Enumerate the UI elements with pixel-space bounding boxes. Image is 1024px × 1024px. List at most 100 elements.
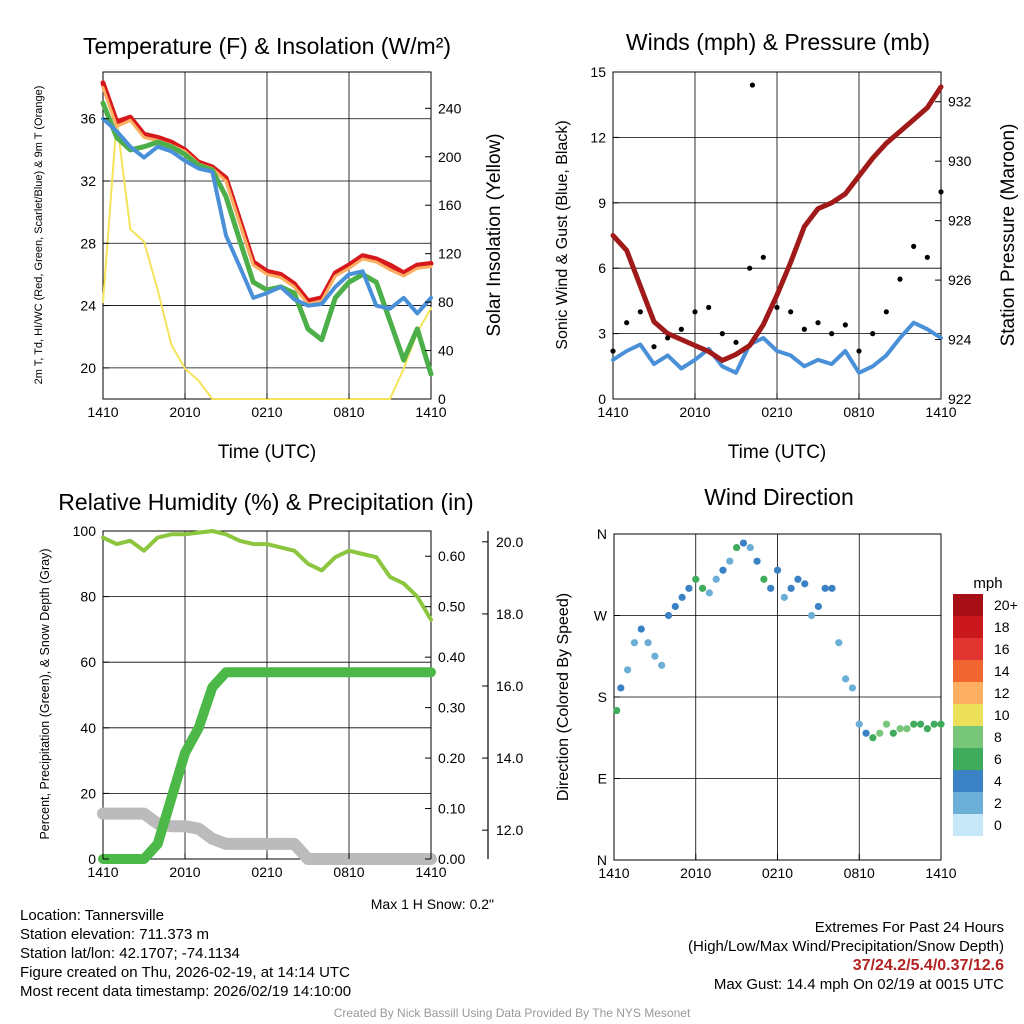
direction-point	[780, 593, 788, 601]
credit-text: Created By Nick Bassill Using Data Provi…	[333, 1006, 691, 1020]
gust-point	[856, 348, 862, 354]
temperature-y-tick-label: 28	[80, 235, 96, 251]
latlon-text: Station lat/lon: 42.1707; -74.1134	[20, 945, 240, 962]
2m-t-line	[100, 80, 434, 304]
humidity-x-tick-label: 1410	[415, 864, 446, 880]
legend-label: 10	[994, 707, 1010, 723]
humidity-y-axis-label: Percent, Precipitation (Green), & Snow D…	[38, 548, 52, 839]
precipitation-right-tick-label: 0.50	[438, 599, 465, 615]
gust-point	[870, 331, 876, 337]
precipitation-line	[98, 667, 436, 864]
legend-swatch	[953, 616, 983, 638]
direction-point	[719, 566, 727, 574]
legend-label: 18	[994, 619, 1010, 635]
direction-point	[671, 602, 679, 611]
humidity-series	[97, 529, 437, 865]
gust-point	[897, 276, 903, 282]
humidity-x-tick-label: 0810	[333, 864, 364, 880]
gust-point	[801, 326, 807, 332]
direction-point	[767, 584, 775, 592]
legend-swatch	[953, 770, 983, 792]
direction-point	[828, 584, 836, 592]
winds-y-tick-label: 9	[598, 195, 606, 211]
snow-depth-tick-label: 14.0	[496, 750, 523, 766]
direction-point	[801, 580, 809, 588]
direction-point	[930, 720, 938, 728]
insolation-y-axis-label: Solar Insolation (Yellow)	[484, 133, 505, 336]
temperature-y-axis-label: 2m T, Td, HI/WC (Red, Green, Scarlet/Blu…	[33, 86, 45, 385]
direction-point	[712, 575, 720, 583]
direction-point	[664, 611, 673, 620]
legend-label: 0	[994, 817, 1002, 833]
extremes-values: 37/24.2/5.4/0.37/12.6	[852, 957, 1004, 974]
direction-point	[760, 575, 768, 583]
legend-swatch	[953, 748, 983, 770]
insolation-right-tick-label: 200	[438, 149, 462, 165]
wind-direction-chart-title: Wind Direction	[704, 484, 854, 510]
insolation-right-tick-label: 160	[438, 197, 462, 213]
temperature-x-tick-label: 2010	[169, 404, 200, 420]
snow-depth-line	[97, 807, 437, 865]
direction-point	[896, 725, 904, 733]
winds-x-axis-label: Time (UTC)	[728, 442, 827, 463]
snow-depth-tick-label: 16.0	[496, 678, 523, 694]
direction-point	[651, 652, 659, 660]
location-text: Location: Tannersville	[20, 907, 164, 924]
gust-point	[624, 320, 630, 326]
direction-point	[613, 706, 621, 715]
precipitation-right-tick-label: 0.00	[438, 851, 465, 867]
direction-point	[923, 725, 931, 733]
legend-swatch	[953, 726, 983, 748]
temperature-panel: Temperature (F) & Insolation (W/m²) 1410…	[33, 33, 505, 463]
direction-point	[835, 639, 843, 647]
direction-point	[630, 639, 639, 647]
created-text: Figure created on Thu, 2026-02-19, at 14…	[20, 964, 350, 981]
temperature-y-tick-label: 24	[80, 298, 96, 314]
humidity-x-tick-label: 0210	[251, 864, 282, 880]
station-pressure-line	[610, 84, 944, 363]
gust-point	[842, 322, 848, 328]
direction-point	[624, 666, 632, 674]
temperature-x-tick-label: 0810	[333, 404, 364, 420]
direction-point	[739, 539, 748, 547]
direction-point	[855, 720, 863, 728]
humidity-chart-title: Relative Humidity (%) & Precipitation (i…	[58, 489, 473, 515]
direction-point	[698, 584, 707, 592]
winds-x-tick-label: 1410	[925, 404, 956, 420]
direction-point	[910, 720, 918, 728]
temperature-y-tick-label: 20	[80, 360, 96, 376]
gust-point	[706, 304, 712, 311]
sonic-wind-line	[611, 320, 943, 375]
wind-direction-y-axis-label: Direction (Colored By Speed)	[555, 593, 572, 801]
insolation-right-tick-label: 240	[438, 100, 462, 116]
direction-point	[848, 684, 857, 692]
gust-point	[637, 309, 643, 315]
winds-panel: Winds (mph) & Pressure (mb) 1410 2010 0210…	[554, 29, 1019, 463]
direction-point	[937, 720, 945, 728]
direction-point	[637, 625, 645, 633]
humidity-gridlines	[102, 530, 432, 860]
temperature-x-tick-label: 1410	[415, 404, 446, 420]
direction-point	[753, 557, 761, 565]
humidity-y-tick-label: 0	[88, 851, 96, 867]
wind-direction-x-tick-label: 0210	[762, 865, 793, 881]
direction-point	[882, 720, 891, 728]
insolation-right-tick-label: 40	[438, 343, 454, 359]
gust-point	[610, 348, 616, 354]
pressure-right-tick-label: 932	[948, 94, 972, 110]
legend-swatch	[953, 594, 983, 616]
temperature-y-tick-label: 32	[80, 173, 96, 189]
legend-label: 14	[994, 663, 1010, 679]
extremes-info: Extremes For Past 24 Hours (High/Low/Max…	[688, 918, 1004, 994]
direction-point	[617, 684, 625, 692]
humidity-axes: 1410 2010 0210 0810 14100204060801000.000.10…	[73, 523, 524, 880]
direction-point	[916, 720, 925, 728]
legend-label: 6	[994, 751, 1002, 767]
legend-swatch	[953, 814, 983, 836]
direction-point	[685, 584, 693, 592]
wind-direction-y-tick-label: S	[598, 689, 607, 705]
direction-point	[862, 729, 870, 737]
legend-label: 2	[994, 795, 1002, 811]
wind-direction-y-tick-label: N	[597, 852, 607, 868]
